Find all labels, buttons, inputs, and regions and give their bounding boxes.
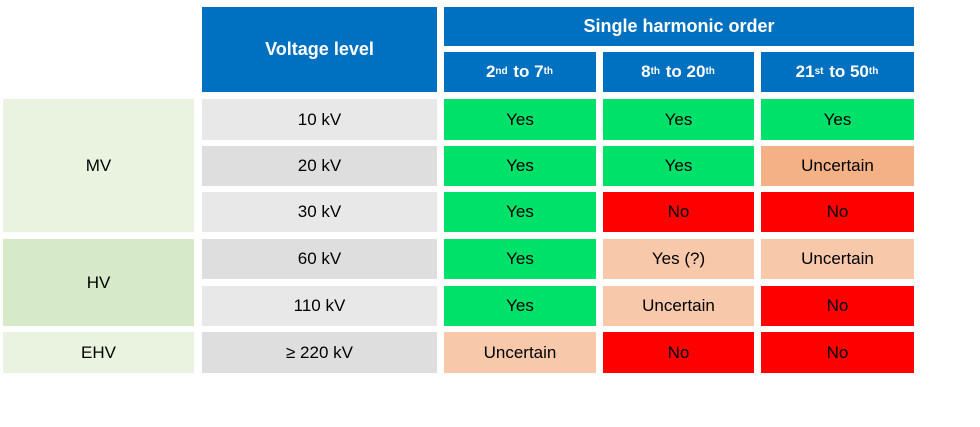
value-cell: Yes bbox=[444, 286, 596, 326]
group-mv: MV bbox=[3, 99, 194, 232]
value-cell: Uncertain bbox=[761, 146, 914, 186]
value-cell: Uncertain bbox=[444, 332, 596, 373]
value-cell: Yes bbox=[444, 192, 596, 232]
value-cell: Uncertain bbox=[761, 239, 914, 279]
group-hv: HV bbox=[3, 239, 194, 326]
value-cell: Yes bbox=[761, 99, 914, 140]
voltage-cell: 10 kV bbox=[202, 99, 437, 140]
value-cell: No bbox=[761, 332, 914, 373]
voltage-cell: 60 kV bbox=[202, 239, 437, 279]
voltage-cell: ≥ 220 kV bbox=[202, 332, 437, 373]
group-hv-label: HV bbox=[86, 272, 111, 292]
value-cell: Uncertain bbox=[603, 286, 754, 326]
value-cell: Yes bbox=[444, 239, 596, 279]
voltage-level-header: Voltage level bbox=[202, 7, 437, 92]
value-cell: No bbox=[603, 332, 754, 373]
value-cell: No bbox=[603, 192, 754, 232]
single-harmonic-order-header: Single harmonic order bbox=[444, 7, 914, 46]
value-cell: Yes (?) bbox=[603, 239, 754, 279]
group-ehv-label: EHV bbox=[81, 342, 116, 362]
value-cell: Yes bbox=[603, 146, 754, 186]
voltage-cell: 110 kV bbox=[202, 286, 437, 326]
single-harmonic-order-label: Single harmonic order bbox=[583, 16, 775, 36]
value-cell: Yes bbox=[444, 146, 596, 186]
value-cell: No bbox=[761, 286, 914, 326]
voltage-level-header-label: Voltage level bbox=[265, 39, 374, 59]
value-cell: No bbox=[761, 192, 914, 232]
value-cell: Yes bbox=[603, 99, 754, 140]
voltage-cell: 20 kV bbox=[202, 146, 437, 186]
group-ehv: EHV bbox=[3, 332, 194, 373]
voltage-cell: 30 kV bbox=[202, 192, 437, 232]
group-mv-label: MV bbox=[85, 155, 112, 175]
value-cell: Yes bbox=[444, 99, 596, 140]
